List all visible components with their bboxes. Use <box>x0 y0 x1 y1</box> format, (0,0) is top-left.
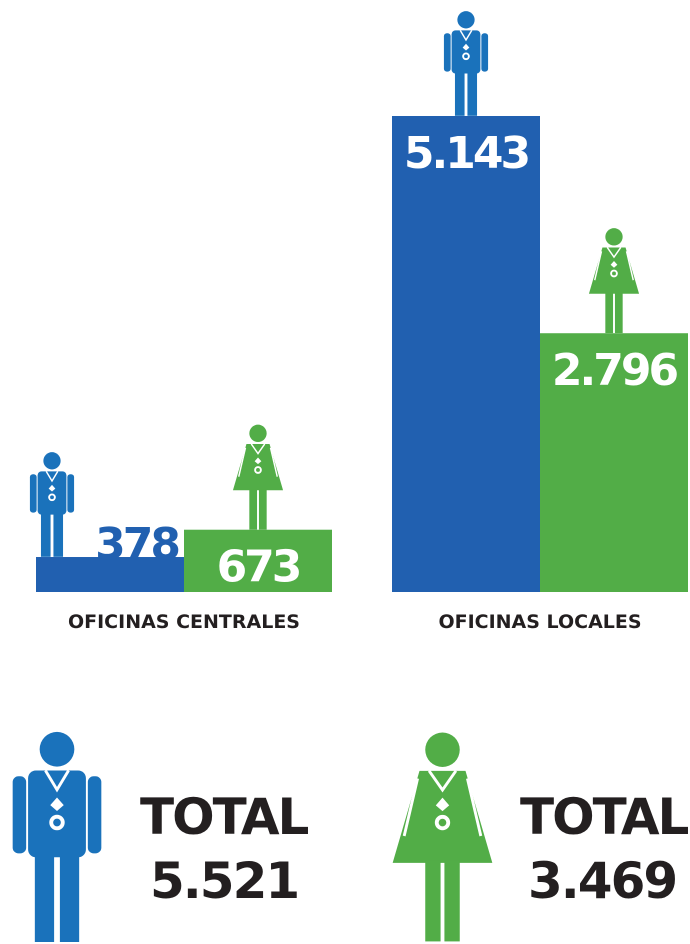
bar <box>184 529 332 592</box>
bar <box>36 557 184 592</box>
bar <box>392 116 540 592</box>
bar <box>540 333 688 592</box>
total-value: 5.521 <box>150 852 298 910</box>
total-icon <box>390 730 495 942</box>
person-icon <box>28 451 76 558</box>
total-title: TOTAL <box>140 788 309 846</box>
value-label: 2.796 <box>552 345 678 396</box>
person-icon <box>231 423 285 530</box>
category-label: OFICINAS CENTRALES <box>68 611 300 633</box>
total-title: TOTAL <box>520 788 689 846</box>
total-value: 3.469 <box>528 852 676 910</box>
category-label: OFICINAS LOCALES <box>438 611 641 633</box>
person-icon <box>587 227 641 334</box>
total-icon <box>10 730 104 942</box>
person-icon <box>442 10 490 116</box>
value-label: 5.143 <box>404 128 529 179</box>
value-label: 378 <box>95 519 178 570</box>
value-label: 673 <box>217 542 300 593</box>
